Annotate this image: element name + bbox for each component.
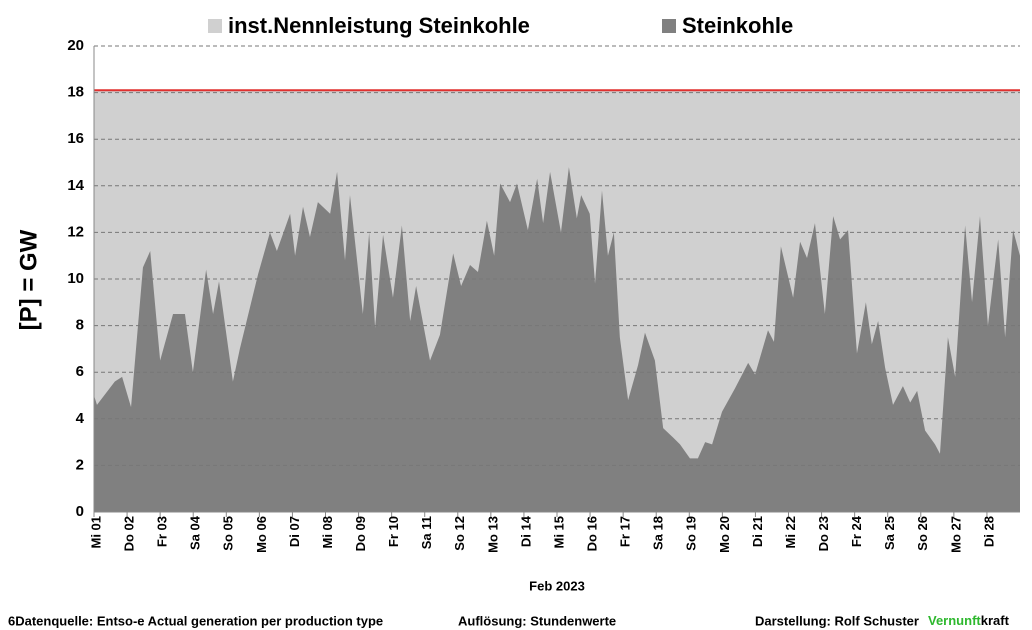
footer-author: Darstellung: Rolf Schuster [755, 613, 919, 628]
y-tick-label: 20 [67, 37, 84, 54]
y-tick-label: 2 [76, 456, 84, 473]
y-tick-label: 10 [67, 270, 84, 287]
x-tick-label: Do 02 [122, 516, 137, 551]
x-tick-label: Mi 22 [783, 516, 798, 549]
y-tick-label: 14 [67, 177, 84, 194]
y-tick-label: 4 [76, 410, 85, 427]
footer-brand: Vernunftkraft [928, 613, 1010, 628]
brand-part: Vernunft [928, 613, 981, 628]
legend-swatch [662, 19, 676, 33]
x-tick-label: Mo 13 [485, 516, 500, 553]
x-tick-label: Mo 06 [254, 516, 269, 553]
y-tick-label: 6 [76, 363, 84, 380]
footer-resolution: Auflösung: Stundenwerte [458, 613, 616, 628]
footer-source: 6Datenquelle: Entso-e Actual generation … [8, 613, 383, 628]
x-tick-label: Sa 18 [651, 516, 666, 550]
y-tick-label: 16 [67, 130, 84, 147]
x-tick-label: Sa 25 [882, 516, 897, 550]
x-tick-label: Mi 01 [88, 516, 103, 549]
y-tick-label: 0 [76, 503, 84, 520]
y-tick-label: 12 [67, 223, 84, 240]
x-tick-label: Di 14 [518, 515, 533, 547]
x-tick-label: Do 16 [585, 516, 600, 551]
x-tick-label: So 12 [452, 516, 467, 551]
x-tick-label: Fr 17 [618, 516, 633, 547]
y-tick-label: 18 [67, 84, 84, 101]
y-axis-label: [P] = GW [15, 229, 42, 330]
area [94, 167, 1020, 512]
x-tick-label: So 26 [915, 516, 930, 551]
x-axis-label: Feb 2023 [529, 578, 585, 593]
x-tick-label: Mi 08 [320, 516, 335, 549]
x-tick-label: Di 21 [750, 516, 765, 547]
legend-label: inst.Nennleistung Steinkohle [228, 13, 530, 38]
x-tick-label: Di 28 [981, 516, 996, 547]
y-tick-label: 8 [76, 317, 84, 334]
x-tick-label: Sa 04 [188, 515, 203, 550]
x-tick-label: Do 23 [816, 516, 831, 551]
x-tick-label: So 05 [221, 516, 236, 551]
x-tick-label: Fr 10 [386, 516, 401, 547]
x-tick-label: Sa 11 [419, 516, 434, 549]
brand-part: kraft [981, 613, 1010, 628]
x-tick-label: Mi 15 [551, 516, 566, 549]
x-tick-label: Mo 20 [717, 516, 732, 553]
x-tick-label: Fr 03 [155, 516, 170, 547]
x-tick-label: Do 09 [353, 516, 368, 551]
x-tick-label: Fr 24 [849, 515, 864, 547]
legend-swatch [208, 19, 222, 33]
x-tick-label: Mo 27 [948, 516, 963, 553]
legend-label: Steinkohle [682, 13, 793, 38]
x-tick-label: So 19 [684, 516, 699, 551]
x-tick-label: Di 07 [287, 516, 302, 547]
